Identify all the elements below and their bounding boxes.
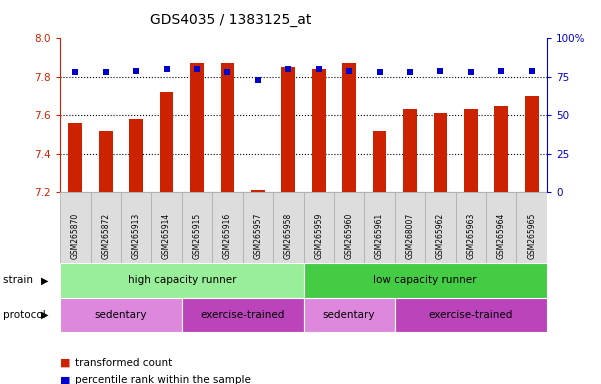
Bar bbox=[182, 298, 304, 332]
Point bbox=[284, 66, 293, 72]
Text: GSM265958: GSM265958 bbox=[284, 213, 293, 260]
Bar bbox=[395, 298, 547, 332]
Text: sedentary: sedentary bbox=[95, 310, 147, 320]
Bar bbox=[60, 192, 91, 263]
Text: exercise-trained: exercise-trained bbox=[429, 310, 513, 320]
Bar bbox=[486, 192, 516, 263]
Bar bbox=[334, 192, 364, 263]
Point bbox=[132, 68, 141, 74]
Point bbox=[192, 66, 202, 72]
Text: high capacity runner: high capacity runner bbox=[127, 275, 236, 285]
Bar bbox=[190, 63, 204, 192]
Point bbox=[405, 69, 415, 75]
Bar bbox=[433, 113, 447, 192]
Text: ▶: ▶ bbox=[41, 310, 48, 320]
Bar bbox=[121, 192, 151, 263]
Text: GSM265872: GSM265872 bbox=[101, 214, 110, 260]
Bar bbox=[304, 192, 334, 263]
Point bbox=[344, 68, 354, 74]
Text: percentile rank within the sample: percentile rank within the sample bbox=[75, 375, 251, 384]
Text: GSM265870: GSM265870 bbox=[71, 213, 80, 260]
Point bbox=[436, 68, 445, 74]
Bar bbox=[516, 192, 547, 263]
Bar bbox=[395, 192, 426, 263]
Text: GDS4035 / 1383125_at: GDS4035 / 1383125_at bbox=[150, 13, 312, 27]
Bar bbox=[464, 109, 478, 192]
Bar bbox=[273, 192, 304, 263]
Text: GSM268007: GSM268007 bbox=[406, 213, 415, 260]
Bar bbox=[91, 192, 121, 263]
Point bbox=[222, 69, 232, 75]
Text: GSM265965: GSM265965 bbox=[527, 213, 536, 260]
Bar bbox=[373, 131, 386, 192]
Bar bbox=[525, 96, 538, 192]
Text: transformed count: transformed count bbox=[75, 358, 172, 368]
Bar bbox=[364, 192, 395, 263]
Text: GSM265959: GSM265959 bbox=[314, 213, 323, 260]
Bar bbox=[60, 298, 182, 332]
Bar bbox=[403, 109, 417, 192]
Text: ▶: ▶ bbox=[41, 275, 48, 285]
Point bbox=[527, 68, 537, 74]
Point bbox=[253, 77, 263, 83]
Bar bbox=[456, 192, 486, 263]
Bar bbox=[69, 123, 82, 192]
Text: GSM265915: GSM265915 bbox=[192, 213, 201, 260]
Text: ■: ■ bbox=[60, 358, 70, 368]
Bar bbox=[129, 119, 143, 192]
Text: GSM265913: GSM265913 bbox=[132, 213, 141, 260]
Text: sedentary: sedentary bbox=[323, 310, 376, 320]
Text: GSM265963: GSM265963 bbox=[466, 213, 475, 260]
Bar bbox=[343, 63, 356, 192]
Bar bbox=[304, 263, 547, 298]
Bar bbox=[221, 63, 234, 192]
Point bbox=[496, 68, 506, 74]
Bar bbox=[312, 69, 326, 192]
Text: GSM265964: GSM265964 bbox=[497, 213, 506, 260]
Point bbox=[314, 66, 323, 72]
Point bbox=[466, 69, 475, 75]
Bar bbox=[495, 106, 508, 192]
Text: exercise-trained: exercise-trained bbox=[201, 310, 285, 320]
Bar bbox=[182, 192, 212, 263]
Bar bbox=[281, 67, 295, 192]
Bar bbox=[243, 192, 273, 263]
Bar bbox=[212, 192, 243, 263]
Text: GSM265957: GSM265957 bbox=[254, 213, 263, 260]
Text: strain: strain bbox=[3, 275, 36, 285]
Text: GSM265962: GSM265962 bbox=[436, 213, 445, 260]
Point bbox=[101, 69, 111, 75]
Point bbox=[162, 66, 171, 72]
Text: ■: ■ bbox=[60, 375, 70, 384]
Bar bbox=[99, 131, 112, 192]
Text: GSM265961: GSM265961 bbox=[375, 213, 384, 260]
Bar bbox=[151, 192, 182, 263]
Text: GSM265960: GSM265960 bbox=[344, 213, 353, 260]
Bar bbox=[426, 192, 456, 263]
Bar bbox=[304, 298, 395, 332]
Bar bbox=[60, 263, 304, 298]
Point bbox=[375, 69, 385, 75]
Point bbox=[70, 69, 80, 75]
Text: GSM265914: GSM265914 bbox=[162, 213, 171, 260]
Text: low capacity runner: low capacity runner bbox=[373, 275, 477, 285]
Text: GSM265916: GSM265916 bbox=[223, 213, 232, 260]
Bar bbox=[251, 190, 264, 192]
Bar bbox=[160, 92, 174, 192]
Text: protocol: protocol bbox=[3, 310, 49, 320]
